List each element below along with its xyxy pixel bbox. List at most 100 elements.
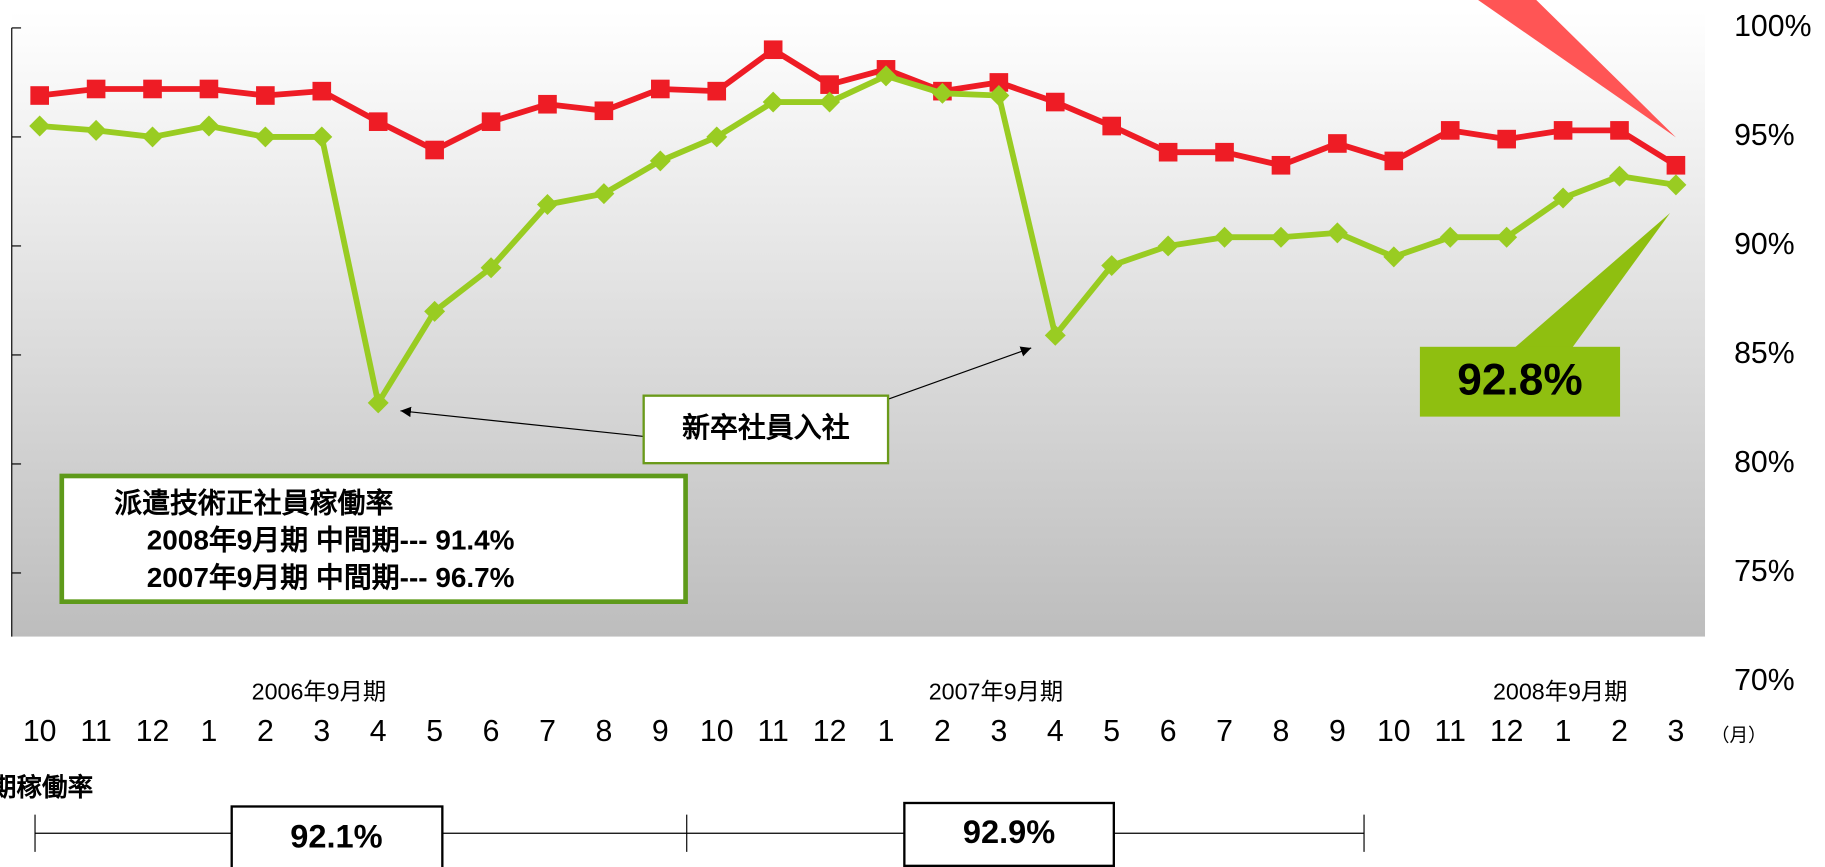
series-line [39,46,1678,169]
x-tick-label: 7 [539,715,556,748]
x-tick-label: 3 [990,715,1007,748]
marker [312,81,332,101]
x-tick-label: 2 [934,715,951,748]
period-label: 2006年9月期 [252,679,387,705]
marker [367,392,389,414]
marker [762,91,784,113]
red-callout [1478,0,1676,138]
x-tick-label: 8 [1273,715,1290,748]
annotation: 新卒社員入社 [682,411,850,443]
marker [481,112,501,131]
marker [424,300,446,322]
rate-label: 92.9% [963,814,1055,850]
marker [143,79,162,99]
x-tick-label: 2 [257,715,274,748]
period-label: 2008年9月期 [1493,679,1628,705]
x-tick-label: 10 [700,715,734,748]
x-tick-label: 1 [201,715,218,748]
marker [1665,174,1687,196]
period-label: 2007年9月期 [929,679,1064,705]
marker [707,81,727,101]
x-tick-label: 10 [1377,715,1411,748]
x-tick-label: 2 [1611,715,1628,748]
marker [425,140,444,160]
x-tick-label: 11 [1435,715,1466,748]
marker [763,40,783,60]
legend-line: 2007年9月期 中間期--- 96.7% [147,561,515,593]
marker [989,73,1009,92]
marker [819,91,841,113]
bottom-title: 期稼働率 [0,772,93,802]
marker [86,79,106,99]
x-tick-label: 6 [483,715,500,748]
marker [1158,142,1178,162]
marker [1326,222,1348,244]
annotation-box [642,394,890,465]
rate-label: 92.1% [290,819,382,855]
x-tick-label: 10 [23,715,57,748]
value-callout-box [1419,346,1621,417]
marker [1440,121,1460,140]
x-tick-label: 1 [1555,715,1572,748]
marker [651,79,670,99]
arrow [887,346,1032,400]
y-tick-label: 80% [1734,446,1795,479]
marker [1045,92,1065,112]
marker [1666,155,1686,175]
y-tick-label: 95% [1734,119,1795,152]
legend-box [59,473,688,604]
y-tick-label: 90% [1734,228,1795,261]
marker [1552,187,1574,209]
marker [30,86,49,105]
marker [368,112,388,131]
marker [875,65,897,87]
x-tick-label: 9 [652,715,669,748]
x-tick-label: 11 [757,715,788,748]
y-tick-label: 75% [1734,555,1795,588]
marker [1215,142,1234,162]
marker [537,194,558,215]
marker [1553,121,1573,140]
marker [1384,151,1404,171]
x-tick-label: 12 [813,715,847,748]
x-tick-label: 6 [1160,715,1177,748]
marker [649,150,671,172]
marker [1044,324,1066,346]
x-tick-label: 9 [1329,715,1346,748]
x-tick-label: 3 [1668,715,1685,748]
arrow [400,406,644,437]
rate-box [903,801,1115,867]
marker [1497,129,1516,149]
x-tick-label: 12 [136,715,170,748]
marker [480,257,502,279]
x-tick-label: 12 [1490,715,1524,748]
x-tick-label: 4 [1047,715,1064,748]
x-tick-label: 5 [1103,715,1120,748]
marker [820,75,839,94]
marker [1271,155,1291,175]
marker [1328,134,1347,153]
marker [1610,121,1629,140]
marker [593,183,615,205]
x-tick-label: 4 [370,715,387,748]
marker [538,94,557,114]
legend-title: 派遣技術正社員稼働率 [114,486,393,518]
x-tick-label: 1 [878,715,895,748]
x-tick-label: 8 [595,715,612,748]
marker [199,79,219,99]
half-year-brackets: 92.1% 92.9% [34,801,1365,867]
y-tick-label: 70% [1734,664,1795,697]
y-tick-label: 85% [1734,337,1795,370]
rate-box [230,805,444,867]
legend-line: 2008年9月期 中間期--- 91.4% [147,524,515,556]
marker [256,86,275,105]
marker [988,85,1010,106]
marker [1102,116,1122,136]
x-tick-label: 11 [80,715,111,748]
marker [1609,165,1630,187]
x-tick-label: 3 [313,715,330,748]
x-tick-label: 7 [1216,715,1233,748]
marker [85,119,107,141]
value-label: 92.8% [1457,356,1582,405]
